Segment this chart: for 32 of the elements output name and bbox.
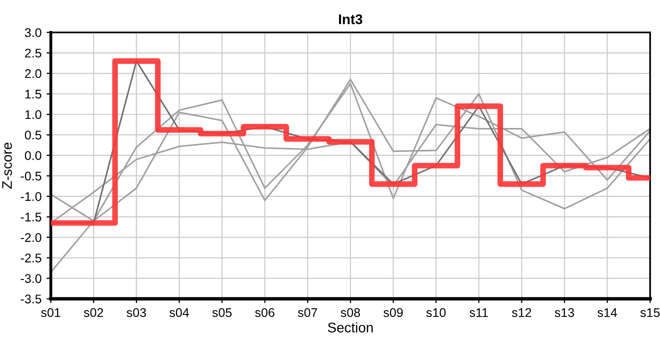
y-tick-label: -1.0 <box>20 192 42 201</box>
x-tick-label: s12 <box>512 308 532 318</box>
x-tick-label: s02 <box>84 308 104 318</box>
x-tick-label: s15 <box>640 308 660 318</box>
y-tick-label: 0.0 <box>24 151 42 160</box>
y-axis-title: Z-score <box>2 142 12 189</box>
x-tick-label: s11 <box>470 308 488 318</box>
x-tick-label: s07 <box>298 308 318 318</box>
x-tick-label: s08 <box>340 308 360 318</box>
y-tick-label: -3.5 <box>20 294 42 304</box>
y-tick-label: 2.5 <box>25 48 42 58</box>
y-tick-label: 2.0 <box>25 69 42 78</box>
y-tick-label: -0.5 <box>20 172 42 180</box>
y-tick-label: 1.0 <box>25 110 42 120</box>
x-tick-label: s06 <box>255 308 274 318</box>
x-tick-label: s14 <box>598 308 618 318</box>
x-tick-label: s01 <box>41 308 60 318</box>
x-tick-label: s13 <box>554 308 574 318</box>
y-tick-label: -3.0 <box>20 274 42 283</box>
x-tick-label: s03 <box>126 308 146 318</box>
x-tick-label: s04 <box>170 308 189 318</box>
y-tick-label: 1.5 <box>25 90 42 99</box>
x-tick-label: s10 <box>426 308 446 318</box>
y-tick-label: -2.0 <box>20 233 42 242</box>
x-axis-title: Section <box>328 322 373 332</box>
y-tick-label: -2.5 <box>20 254 42 262</box>
x-tick-label: s09 <box>384 308 403 318</box>
y-tick-label: 0.5 <box>24 130 42 140</box>
y-tick-label: 3.0 <box>24 28 42 38</box>
chart-title: Int3 <box>339 14 362 24</box>
y-tick-label: -1.5 <box>20 212 42 222</box>
x-tick-label: s05 <box>212 308 232 318</box>
